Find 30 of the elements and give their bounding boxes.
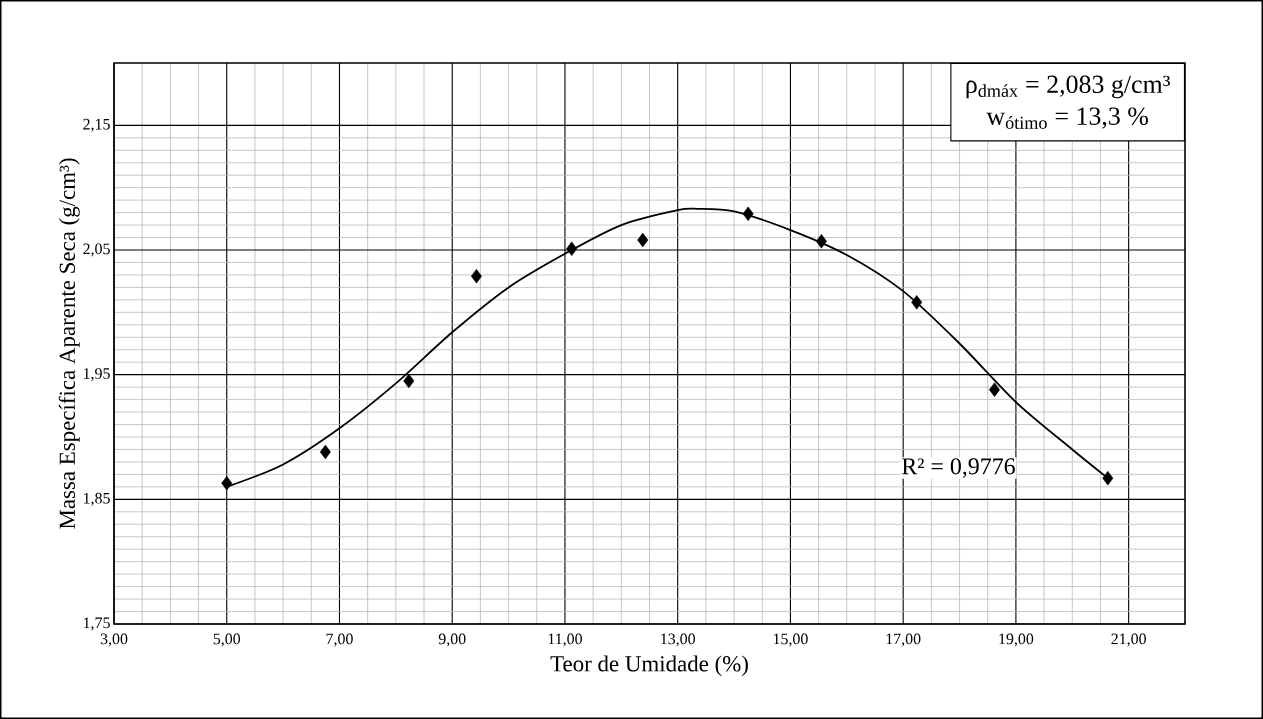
point xyxy=(319,444,331,460)
x-tick-label: 21,00 xyxy=(1111,633,1146,647)
point xyxy=(989,382,1000,397)
x-tick-label: 15,00 xyxy=(773,633,808,647)
point xyxy=(742,206,754,222)
annotation: ρ$_{dmáx}$ = 2,083 g/cm³ xyxy=(966,75,1170,99)
x-tick-label: 11,00 xyxy=(548,633,582,647)
point xyxy=(815,234,827,249)
x-axis-title: Teor de Umidade (%) xyxy=(550,655,748,677)
x-tick-label: 9,00 xyxy=(438,633,466,647)
x-tick-label: 5,00 xyxy=(213,633,241,647)
y-axis-title: Massa Específica Aparente Seca (g/cm³) xyxy=(58,158,80,529)
point xyxy=(1102,470,1114,486)
point xyxy=(911,295,923,310)
point xyxy=(566,241,578,256)
point xyxy=(221,475,233,491)
y-tick-label: 1,75 xyxy=(83,617,110,631)
x-tick-label: 13,00 xyxy=(661,633,696,647)
x-tick-label: 7,00 xyxy=(326,633,353,647)
y-tick-label: 1,95 xyxy=(83,368,110,382)
point xyxy=(637,232,649,248)
point xyxy=(403,373,415,389)
y-tick-label: 1,85 xyxy=(83,492,110,506)
x-tick-label: 19,00 xyxy=(999,633,1034,647)
annotation: w$_{ótimo}$ = 13,3 % xyxy=(986,107,1148,129)
x-tick-label: 3,00 xyxy=(100,633,128,647)
annotation: R² = 0,9776 xyxy=(902,458,1015,478)
y-tick-label: 2,05 xyxy=(83,243,110,257)
y-tick-label: 2,15 xyxy=(83,118,110,132)
x-tick-label: 17,00 xyxy=(886,633,921,647)
